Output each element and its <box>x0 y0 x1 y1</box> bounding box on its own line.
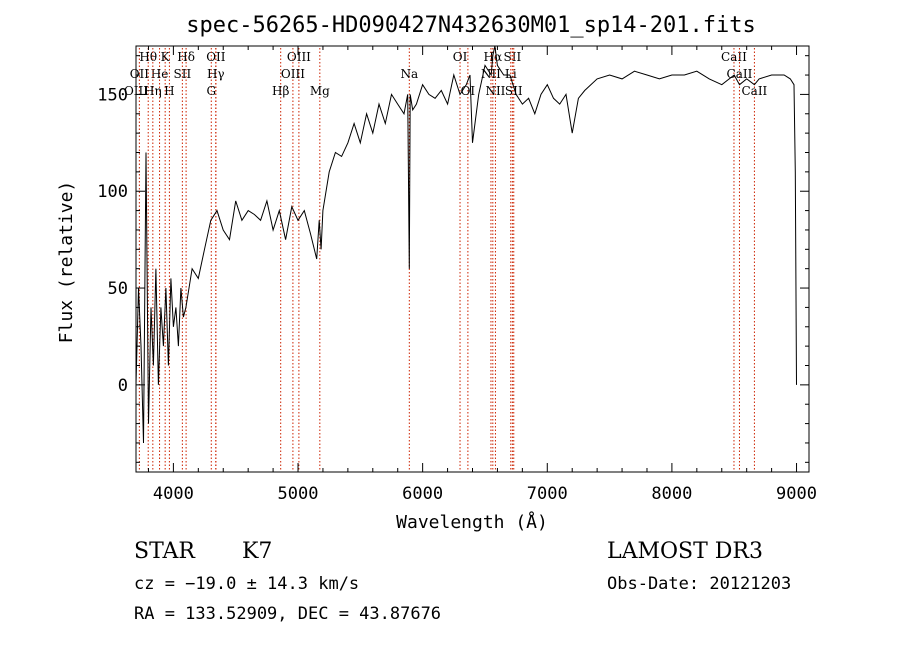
survey-name: LAMOST DR3 <box>607 539 763 564</box>
marker-label-21: G <box>206 84 216 98</box>
marker-label-19: Hη <box>144 84 162 98</box>
marker-label-1: K <box>161 50 171 64</box>
x-axis: 4000 5000 6000 7000 8000 9000 <box>147 46 817 504</box>
x-tick-label-4: 8000 <box>651 484 692 504</box>
marker-label-22: Hβ <box>272 84 289 98</box>
marker-label-3: OII <box>206 50 226 64</box>
marker-label-23: Mg <box>310 84 330 98</box>
x-tick-label-0: 4000 <box>153 484 194 504</box>
x-tick-label-3: 7000 <box>527 484 568 504</box>
marker-label-9: OII <box>130 67 150 81</box>
marker-label-8: CaII <box>721 50 747 64</box>
marker-label-24: OI <box>461 84 476 98</box>
y-axis: 0 50 100 150 <box>97 55 809 463</box>
x-axis-label: Wavelength (Å) <box>396 511 548 533</box>
marker-label-4: OIII <box>287 50 311 64</box>
marker-label-17: CaII <box>727 67 753 81</box>
marker-label-5: OI <box>453 50 468 64</box>
marker-label-7: SII <box>504 50 522 64</box>
marker-label-20: H <box>164 84 174 98</box>
marker-label-25: NII <box>485 84 505 98</box>
marker-label-0: Hθ <box>139 50 157 64</box>
x-tick-label-1: 5000 <box>278 484 319 504</box>
y-tick-label-1: 50 <box>108 279 128 299</box>
spectrum-series-line <box>135 45 797 444</box>
redshift-text: cz = −19.0 ± 14.3 km/s <box>134 574 359 594</box>
marker-label-26: SII <box>505 84 523 98</box>
y-axis-label: Flux (relative) <box>56 181 77 344</box>
coordinates-text: RA = 133.52909, DEC = 43.87676 <box>134 604 441 624</box>
marker-label-11: SII <box>174 67 192 81</box>
observation-date: Obs-Date: 20121203 <box>607 574 791 594</box>
y-tick-label-3: 150 <box>97 85 128 105</box>
marker-label-13: OIII <box>281 67 305 81</box>
marker-label-10: He <box>151 67 169 81</box>
marker-label-16: Li <box>505 67 517 81</box>
object-subclass: K7 <box>242 539 272 564</box>
marker-label-12: Hγ <box>207 67 225 81</box>
object-class: STAR <box>134 539 196 564</box>
x-tick-label-2: 6000 <box>402 484 443 504</box>
y-tick-label-0: 0 <box>118 376 128 396</box>
marker-label-14: Na <box>400 67 418 81</box>
chart-title: spec-56265-HD090427N432630M01_sp14-201.f… <box>186 13 756 38</box>
x-tick-label-5: 9000 <box>776 484 817 504</box>
marker-label-27: CaII <box>741 84 767 98</box>
marker-label-2: Hδ <box>177 50 195 64</box>
y-tick-label-2: 100 <box>97 182 128 202</box>
plot-frame <box>135 45 810 473</box>
